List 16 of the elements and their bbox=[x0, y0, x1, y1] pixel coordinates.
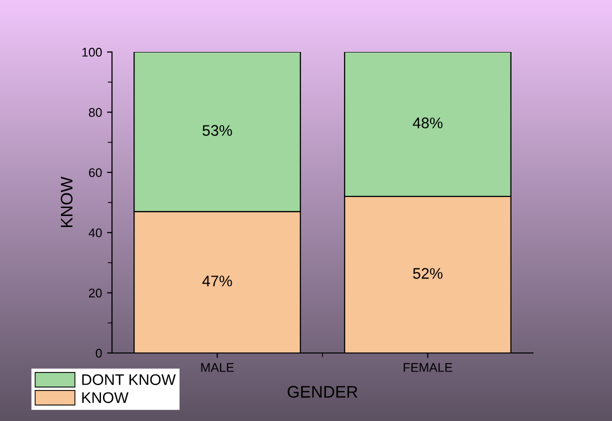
y-axis-title: KNOW bbox=[60, 176, 73, 228]
y-tick-label: 60 bbox=[89, 168, 102, 178]
y-tick-label: 100 bbox=[82, 48, 102, 57]
data-label: 53% bbox=[202, 125, 232, 136]
x-tick-label: FEMALE bbox=[404, 363, 452, 372]
y-tick-label: 20 bbox=[89, 288, 102, 298]
x-axis-title: GENDER bbox=[288, 386, 358, 398]
data-label: 48% bbox=[412, 118, 442, 128]
x-tick-label: MALE bbox=[201, 363, 234, 372]
y-tick-label: 0 bbox=[96, 348, 102, 358]
legend-label: DONT KNOW bbox=[82, 374, 176, 386]
data-label: 52% bbox=[413, 268, 442, 279]
legend-label: KNOW bbox=[82, 392, 128, 404]
y-tick-label: 80 bbox=[88, 108, 102, 117]
data-label: 47% bbox=[202, 276, 232, 286]
y-tick-label: 40 bbox=[88, 228, 102, 238]
